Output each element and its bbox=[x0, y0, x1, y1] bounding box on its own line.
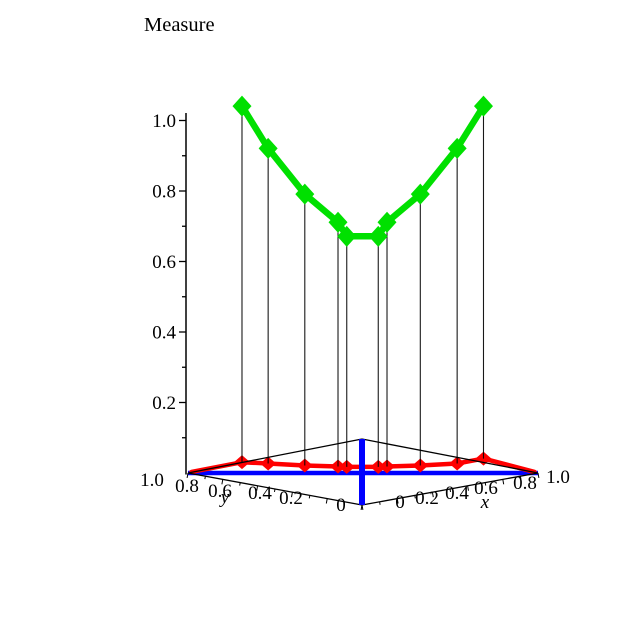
z-axis-tick-label: 0.2 bbox=[152, 393, 176, 414]
y-axis-tick bbox=[186, 472, 189, 479]
measure-line bbox=[238, 102, 487, 240]
z-axis-tick-label: 0.8 bbox=[152, 182, 176, 203]
measure-marker bbox=[368, 225, 388, 247]
x-axis-tick bbox=[361, 504, 364, 511]
x-axis-tick bbox=[484, 482, 487, 486]
x-axis-name: x bbox=[480, 492, 490, 513]
y-axis-tick bbox=[221, 479, 224, 485]
x-axis-tick-label: 1.0 bbox=[546, 467, 570, 488]
y-axis-tick-label: 0 bbox=[336, 495, 346, 516]
measure-marker bbox=[410, 183, 430, 205]
z-axis-tick-label: 0.6 bbox=[152, 252, 176, 273]
x-axis-tick bbox=[396, 498, 399, 504]
x-axis-tick bbox=[449, 488, 452, 493]
x-axis-tick bbox=[467, 485, 469, 491]
measure-marker bbox=[447, 137, 467, 159]
x-axis-tick-label: 0.4 bbox=[445, 483, 469, 504]
y-axis-tick bbox=[343, 501, 346, 505]
y-axis-tick-label: 0.6 bbox=[208, 481, 232, 502]
x-axis-tick bbox=[502, 479, 505, 485]
measure-marker bbox=[328, 211, 348, 233]
x-axis-tick-label: 0.8 bbox=[513, 473, 537, 494]
x-axis-tick-label: 0.2 bbox=[415, 488, 439, 509]
measure-marker bbox=[232, 95, 252, 117]
measure-marker bbox=[337, 225, 357, 247]
measure-marker bbox=[295, 183, 315, 205]
y-axis-tick-label: 0.8 bbox=[175, 476, 199, 497]
y-axis-tick-label: 1.0 bbox=[140, 470, 164, 491]
z-axis-tick-label: 1.0 bbox=[152, 111, 176, 132]
y-axis-tick bbox=[256, 485, 259, 491]
z-axis-tick-label: 0.4 bbox=[152, 323, 176, 344]
x-axis-tick bbox=[379, 501, 381, 505]
y-axis-tick bbox=[291, 492, 293, 498]
base-edge-back-left bbox=[187, 438, 363, 474]
y-axis-tick-label: 0.4 bbox=[248, 483, 272, 504]
measure-marker bbox=[377, 211, 397, 233]
y-axis-tick bbox=[273, 488, 276, 493]
x-axis-tick bbox=[519, 476, 522, 480]
x-axis-tick bbox=[537, 472, 540, 479]
y-axis-tick-label: 0.2 bbox=[279, 488, 303, 509]
y-axis-tick bbox=[204, 476, 206, 480]
plot-title: Measure bbox=[144, 14, 215, 36]
measure-marker bbox=[473, 95, 493, 117]
base-edge-back-right bbox=[361, 438, 539, 474]
y-axis-tick bbox=[325, 498, 328, 504]
measure-marker bbox=[258, 137, 278, 159]
y-axis-name: y bbox=[219, 487, 230, 508]
x-axis-tick bbox=[431, 492, 434, 498]
x-axis-tick-label: 0 bbox=[395, 492, 405, 513]
x-axis-tick-label: 0.6 bbox=[474, 478, 498, 499]
y-axis-tick bbox=[308, 495, 311, 499]
x-axis-tick bbox=[414, 495, 416, 499]
y-axis-tick bbox=[239, 482, 241, 486]
